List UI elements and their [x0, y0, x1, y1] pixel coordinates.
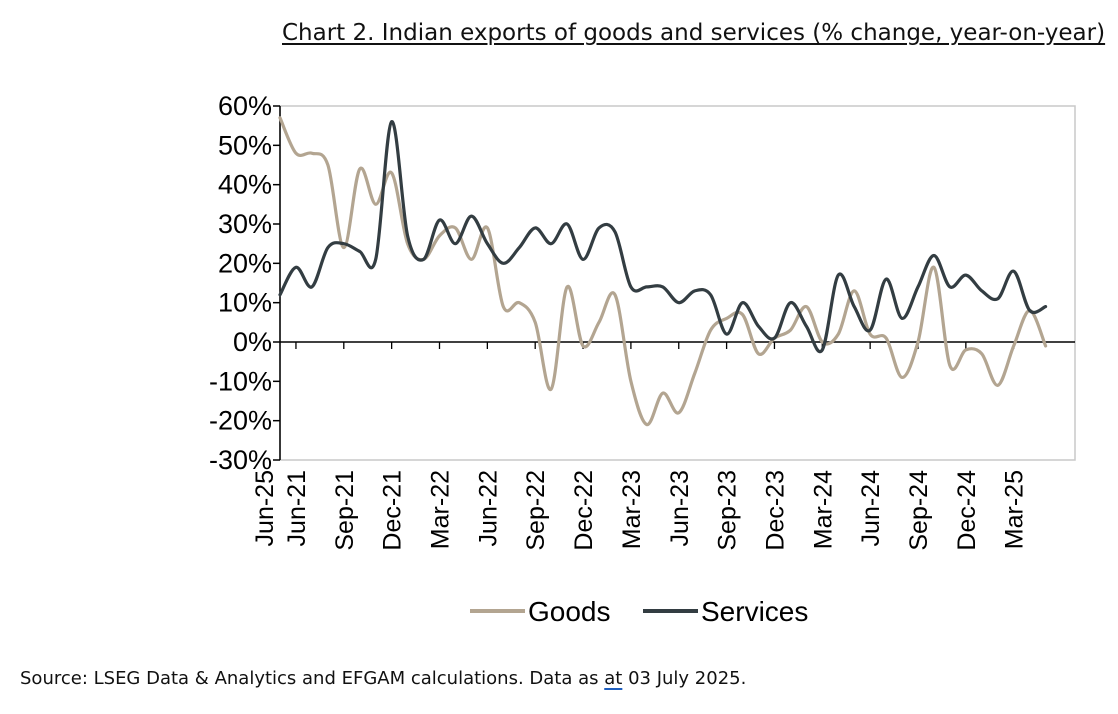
x-tick-label: Dec-23	[761, 470, 789, 551]
y-tick-label: 60%	[218, 91, 272, 121]
x-tick-label: Jun-22	[474, 470, 502, 546]
goods-series-line	[278, 116, 1048, 427]
source-note-date: 03 July 2025.	[622, 668, 747, 689]
x-tick-label: Jun-25	[251, 470, 279, 546]
x-tick-label: Mar-23	[618, 470, 646, 549]
y-tick-label: 40%	[218, 170, 272, 200]
x-tick-label: Mar-24	[809, 470, 837, 549]
x-tick-label: Jun-21	[283, 470, 311, 546]
x-tick-label: Dec-24	[953, 470, 981, 551]
y-tick-label: -20%	[209, 406, 272, 436]
series-layer	[278, 116, 1048, 427]
y-tick-label: 0%	[233, 327, 272, 357]
services-legend-label: Services	[701, 596, 808, 627]
line-chart: -30% -20% -10% 0% 10% 20% 30% 40% 50% 60% Jun-21 S…	[209, 91, 1076, 627]
services-series-line	[278, 120, 1048, 354]
y-axis: -30% -20% -10% 0% 10% 20% 30% 40% 50% 60%	[209, 91, 281, 475]
y-tick-label: 50%	[218, 130, 272, 160]
y-tick-label: -30%	[209, 445, 272, 475]
x-tick-label: Jun-23	[666, 470, 694, 546]
goods-legend-label: Goods	[528, 596, 611, 627]
source-note: Source: LSEG Data & Analytics and EFGAM …	[20, 668, 1110, 689]
x-tick-label: Sep-23	[714, 470, 742, 551]
y-tick-label: 10%	[218, 288, 272, 318]
chart-title: Chart 2. Indian exports of goods and ser…	[282, 20, 1106, 46]
x-tick-label: Jun-24	[857, 470, 885, 547]
source-note-link[interactable]: at	[604, 668, 623, 689]
y-tick-label: 30%	[218, 209, 272, 239]
source-note-text: Source: LSEG Data & Analytics and EFGAM …	[20, 668, 605, 689]
y-tick-label: 20%	[218, 248, 272, 278]
x-tick-label: Sep-24	[905, 470, 933, 551]
x-tick-label: Sep-22	[522, 470, 550, 551]
y-tick-label: -10%	[209, 366, 272, 396]
x-tick-label: Dec-21	[379, 470, 407, 551]
x-axis: Jun-21 Sep-21 Dec-21 Mar-22 Jun-22 Sep-22 Dec-…	[251, 342, 1029, 551]
legend: Goods Services	[470, 596, 808, 627]
x-tick-label: Mar-22	[427, 470, 455, 549]
x-tick-label: Mar-25	[1001, 470, 1029, 549]
x-tick-label: Dec-22	[570, 470, 598, 551]
x-tick-label: Sep-21	[331, 470, 359, 551]
